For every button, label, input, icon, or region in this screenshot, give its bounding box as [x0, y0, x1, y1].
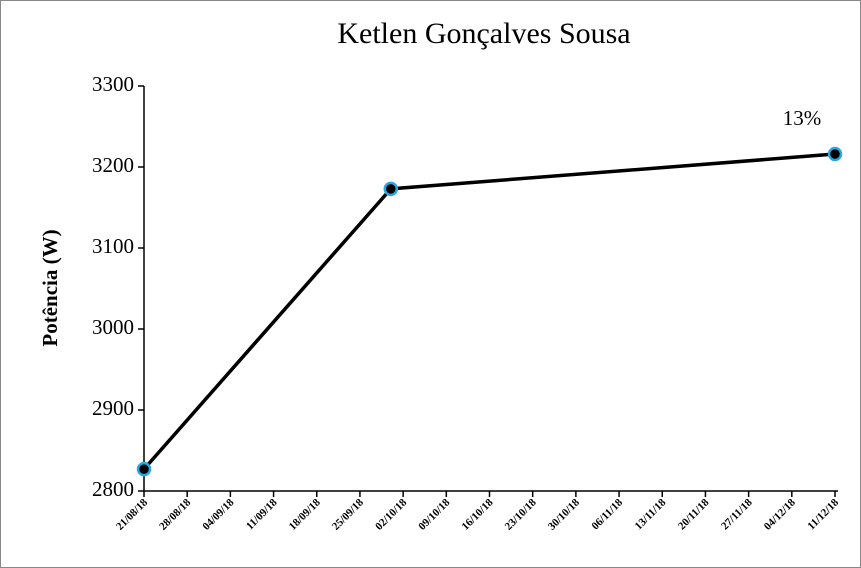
y-tick-label: 3200: [92, 153, 134, 177]
y-tick-label: 2900: [92, 396, 134, 420]
y-tick-label: 3000: [92, 315, 134, 339]
y-tick-label: 3100: [92, 234, 134, 258]
chart-title: Ketlen Gonçalves Sousa: [337, 17, 630, 50]
y-axis-label: Potência (W): [38, 229, 62, 346]
y-tick-label: 2800: [92, 477, 134, 501]
annotation: 13%: [783, 106, 822, 130]
y-tick-label: 3300: [92, 72, 134, 96]
marker: [383, 181, 399, 197]
marker: [827, 146, 843, 162]
marker: [136, 461, 152, 477]
